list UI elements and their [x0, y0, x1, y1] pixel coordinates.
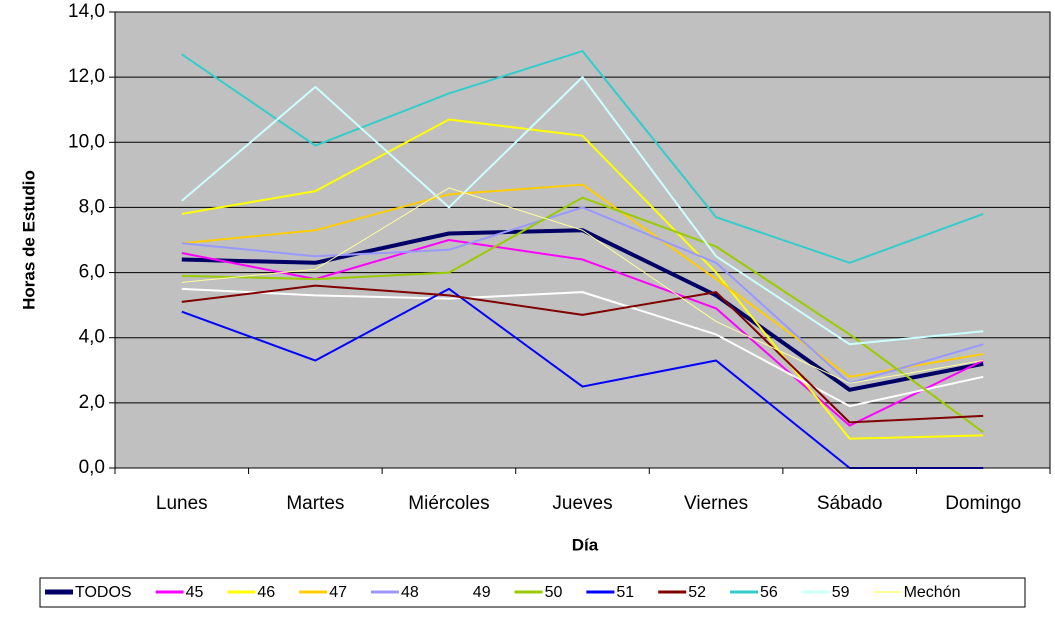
series-line — [181, 183, 984, 378]
y-tick-label: 10,0 — [68, 131, 105, 152]
series-line — [181, 118, 984, 440]
x-tick-label: Viernes — [684, 493, 748, 514]
series-line — [181, 287, 984, 408]
x-axis-label: Día — [572, 535, 599, 554]
legend-label: 51 — [616, 584, 634, 601]
series-line — [181, 284, 984, 424]
x-tick-label: Jueves — [552, 493, 612, 514]
legend-label: 46 — [257, 584, 275, 601]
x-tick-label: Sábado — [817, 493, 883, 514]
legend-label: 45 — [186, 584, 204, 601]
legend-label: 50 — [545, 584, 563, 601]
y-tick-label: 2,0 — [79, 392, 105, 413]
y-tick-label: 4,0 — [79, 327, 105, 348]
legend-label: TODOS — [75, 584, 132, 601]
series-line — [181, 196, 984, 433]
legend-label: Mechón — [904, 584, 961, 601]
x-tick-label: Martes — [286, 493, 344, 514]
y-tick-label: 8,0 — [79, 196, 105, 217]
x-tick-label: Miércoles — [408, 493, 489, 514]
y-tick-label: 6,0 — [79, 262, 105, 283]
legend-label: 52 — [688, 584, 706, 601]
y-tick-label: 0,0 — [79, 457, 105, 478]
x-tick-label: Lunes — [156, 493, 208, 514]
y-tick-label: 12,0 — [68, 66, 105, 87]
series-line — [181, 76, 984, 346]
y-axis-label: Horas de Estudio — [19, 170, 38, 310]
legend-label: 59 — [832, 584, 850, 601]
legend-label: 56 — [760, 584, 778, 601]
series-line — [181, 187, 984, 384]
legend-label: 48 — [401, 584, 419, 601]
series-line — [181, 50, 984, 264]
legend-label: 47 — [329, 584, 347, 601]
y-tick-label: 14,0 — [68, 1, 105, 22]
plot-border — [114, 11, 1051, 469]
legend-label: 49 — [473, 584, 491, 601]
plot-area — [115, 12, 1050, 468]
x-tick-label: Domingo — [945, 493, 1021, 514]
